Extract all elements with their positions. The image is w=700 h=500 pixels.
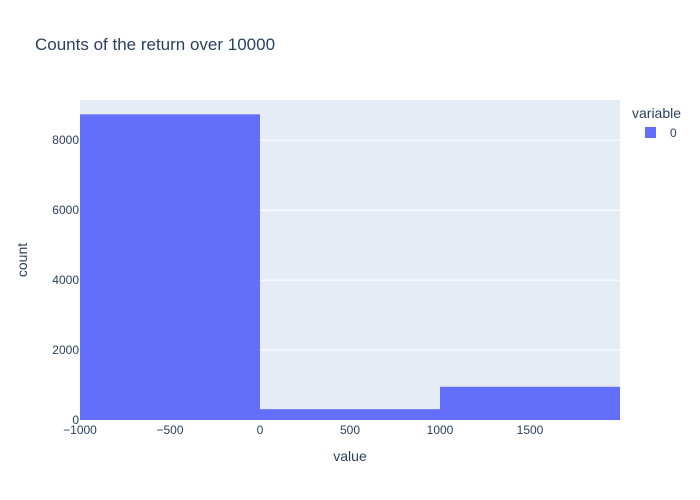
y-axis-title: count [14, 243, 30, 277]
x-tick-label: 500 [340, 423, 360, 437]
histogram-bar[interactable] [260, 409, 440, 420]
y-tick-label: 2000 [52, 343, 79, 357]
legend: variable 0 [632, 105, 681, 140]
bars[interactable] [80, 114, 620, 420]
histogram-bar[interactable] [80, 114, 260, 420]
y-axis-ticks: 0 2000 4000 6000 8000 [52, 133, 79, 427]
chart-title: Counts of the return over 10000 [35, 35, 275, 54]
y-tick-label: 0 [72, 413, 79, 427]
x-tick-label: 0 [257, 423, 264, 437]
y-tick-label: 4000 [52, 273, 79, 287]
legend-label[interactable]: 0 [670, 126, 677, 140]
legend-title: variable [632, 105, 681, 121]
y-tick-label: 8000 [52, 133, 79, 147]
x-tick-label: −1000 [63, 423, 97, 437]
x-tick-label: 1000 [427, 423, 454, 437]
x-tick-label: 1500 [517, 423, 544, 437]
histogram-bar[interactable] [440, 386, 620, 420]
y-tick-label: 6000 [52, 203, 79, 217]
x-axis-title: value [333, 448, 367, 464]
legend-swatch[interactable] [645, 127, 656, 138]
x-axis-ticks: −1000 −500 0 500 1000 1500 [63, 423, 544, 437]
x-tick-label: −500 [156, 423, 183, 437]
legend-items[interactable]: 0 [645, 126, 677, 140]
